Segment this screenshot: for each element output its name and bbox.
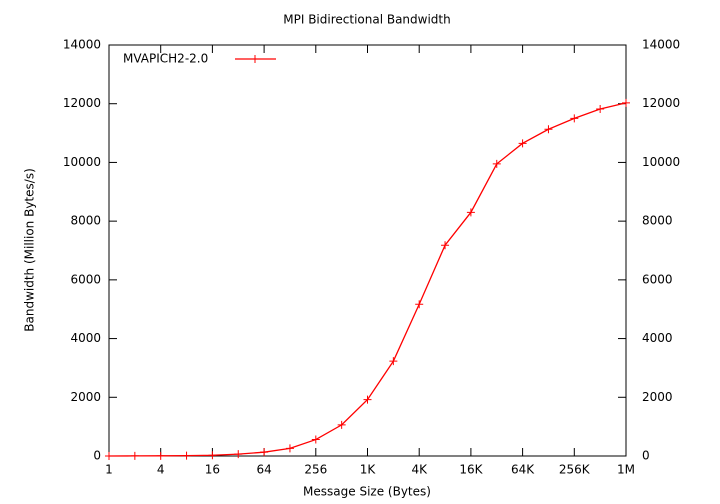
y-tick-label: 2000 bbox=[70, 390, 101, 404]
x-tick-label: 64 bbox=[256, 463, 271, 477]
data-point bbox=[596, 104, 605, 113]
data-point bbox=[105, 451, 113, 460]
data-point bbox=[182, 451, 191, 460]
chart-title: MPI Bidirectional Bandwidth bbox=[283, 13, 450, 27]
x-tick-label: 16K bbox=[459, 463, 483, 477]
x-tick-label: 1M bbox=[617, 463, 635, 477]
legend-marker bbox=[251, 55, 259, 63]
y-axis-label: Bandwidth (Million Bytes/s) bbox=[23, 168, 37, 331]
data-point bbox=[234, 450, 243, 459]
data-point bbox=[156, 451, 165, 460]
data-point bbox=[544, 125, 553, 134]
y2-tick-label: 4000 bbox=[642, 331, 673, 345]
data-point bbox=[622, 98, 630, 107]
x-tick-label: 1K bbox=[360, 463, 377, 477]
data-point bbox=[208, 451, 217, 460]
y2-tick-label: 0 bbox=[642, 449, 650, 463]
y2-tick-label: 12000 bbox=[642, 96, 680, 110]
y-tick-label: 6000 bbox=[70, 272, 101, 286]
x-tick-label: 16 bbox=[205, 463, 220, 477]
y-tick-label: 4000 bbox=[70, 331, 101, 345]
x-tick-label: 4 bbox=[157, 463, 165, 477]
data-point bbox=[466, 208, 475, 217]
y2-tick-label: 6000 bbox=[642, 272, 673, 286]
data-point bbox=[311, 435, 320, 444]
y-tick-label: 0 bbox=[93, 449, 101, 463]
y-tick-label: 10000 bbox=[63, 155, 101, 169]
y2-tick-label: 14000 bbox=[642, 38, 680, 52]
y-tick-label: 8000 bbox=[70, 214, 101, 228]
x-tick-label: 256 bbox=[304, 463, 327, 477]
data-point bbox=[570, 114, 579, 123]
data-point bbox=[389, 357, 398, 366]
data-point bbox=[130, 451, 139, 460]
legend-label: MVAPICH2-2.0 bbox=[123, 52, 208, 66]
data-point bbox=[492, 159, 501, 168]
data-point bbox=[518, 139, 527, 148]
data-point bbox=[363, 395, 372, 404]
data-point bbox=[415, 300, 424, 309]
x-tick-label: 4K bbox=[411, 463, 428, 477]
y2-tick-label: 2000 bbox=[642, 390, 673, 404]
x-tick-label: 64K bbox=[511, 463, 535, 477]
y-tick-label: 14000 bbox=[63, 38, 101, 52]
x-tick-label: 1 bbox=[105, 463, 113, 477]
y2-tick-label: 8000 bbox=[642, 214, 673, 228]
data-point bbox=[441, 241, 450, 250]
x-tick-label: 256K bbox=[559, 463, 591, 477]
data-point bbox=[260, 448, 269, 457]
data-point bbox=[285, 444, 294, 453]
y-tick-label: 12000 bbox=[63, 96, 101, 110]
x-axis-label: Message Size (Bytes) bbox=[303, 485, 431, 499]
data-point bbox=[337, 420, 346, 429]
y2-tick-label: 10000 bbox=[642, 155, 680, 169]
